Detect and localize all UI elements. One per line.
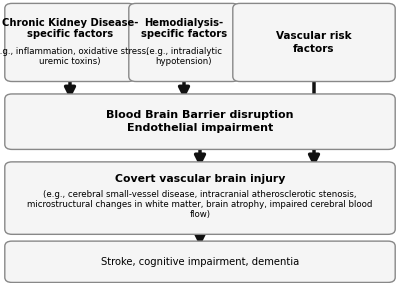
FancyBboxPatch shape	[5, 3, 135, 82]
Text: Blood Brain Barrier disruption
Endothelial impairment: Blood Brain Barrier disruption Endotheli…	[106, 110, 294, 133]
FancyBboxPatch shape	[233, 3, 395, 82]
Text: (e.g., intradialytic
hypotension): (e.g., intradialytic hypotension)	[146, 47, 222, 66]
FancyBboxPatch shape	[129, 3, 239, 82]
FancyBboxPatch shape	[5, 94, 395, 149]
Text: Chronic Kidney Disease-
specific factors: Chronic Kidney Disease- specific factors	[2, 18, 138, 39]
Text: Stroke, cognitive impairment, dementia: Stroke, cognitive impairment, dementia	[101, 257, 299, 267]
Text: Vascular risk
factors: Vascular risk factors	[276, 31, 352, 54]
Text: Covert vascular brain injury: Covert vascular brain injury	[115, 174, 285, 184]
Text: (e.g., cerebral small-vessel disease, intracranial atherosclerotic stenosis,
mic: (e.g., cerebral small-vessel disease, in…	[27, 190, 373, 220]
Text: Hemodialysis-
specific factors: Hemodialysis- specific factors	[141, 18, 227, 39]
FancyBboxPatch shape	[5, 162, 395, 234]
FancyBboxPatch shape	[5, 241, 395, 282]
Text: (e.g., inflammation, oxidative stress,
uremic toxins): (e.g., inflammation, oxidative stress, u…	[0, 47, 149, 66]
